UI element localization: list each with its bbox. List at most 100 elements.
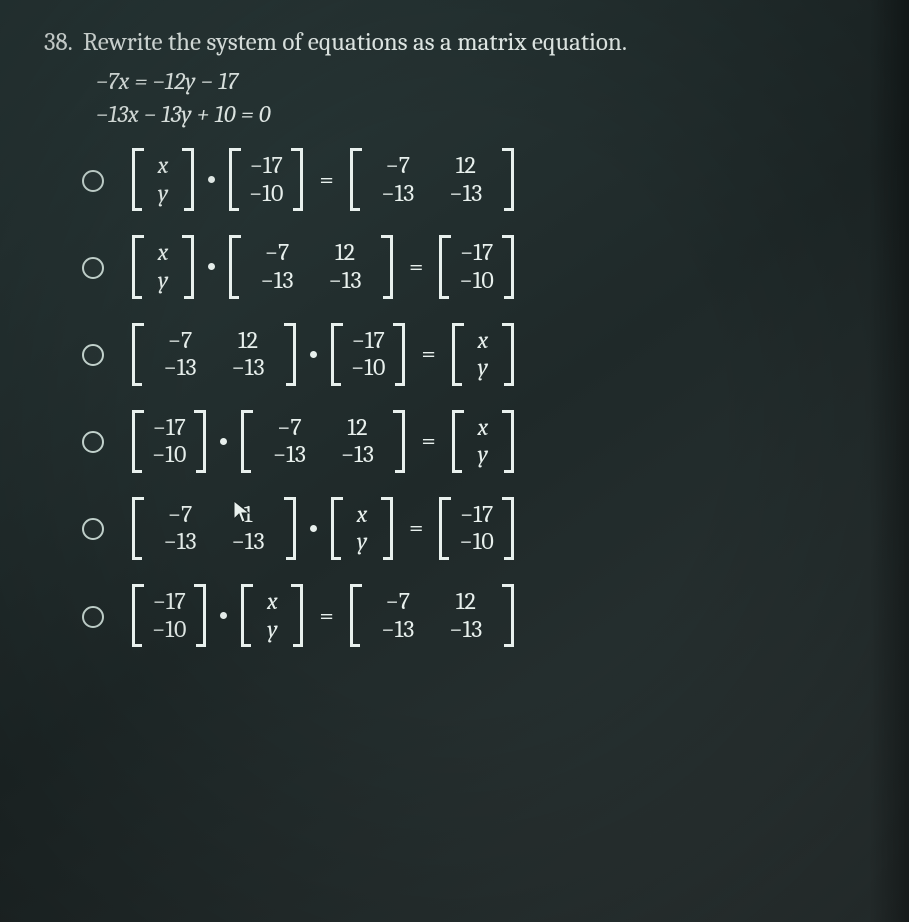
option-2[interactable]: xy−712−13−13=−17−10 <box>82 235 881 298</box>
matrix-cell: x <box>345 501 379 529</box>
matrix-body: −17−10 <box>144 410 194 473</box>
matrix-body: −712−13−13 <box>362 148 502 211</box>
option-5[interactable]: −71−13−13 xy = −17−10 <box>82 497 881 560</box>
matrix-cell: x <box>466 327 500 355</box>
matrix-row: −17 <box>453 239 499 267</box>
var-matrix: xy <box>132 235 194 298</box>
matrix-row: x <box>345 501 379 529</box>
bracket-right <box>393 410 405 473</box>
question-prompt: Rewrite the system of equations as a mat… <box>83 26 627 60</box>
const-matrix: −17−10 <box>439 497 513 560</box>
matrix-row: −17 <box>243 152 289 180</box>
bracket-right <box>502 323 514 386</box>
matrix-row: x <box>146 152 180 180</box>
matrix-cell: −7 <box>364 152 432 180</box>
option-3[interactable]: −712−13−13−17−10=xy <box>82 323 881 386</box>
bracket-right <box>502 497 514 560</box>
matrix-row: y <box>146 267 180 295</box>
bracket-left <box>439 497 451 560</box>
matrix-row: −10 <box>146 441 192 469</box>
bracket-left <box>132 584 144 647</box>
dot-operator <box>220 612 227 619</box>
matrix-cell: −13 <box>146 528 214 556</box>
equals-sign: = <box>409 513 423 543</box>
matrix-cell: −10 <box>453 267 499 295</box>
matrix-body: xy <box>144 148 182 211</box>
option-expression: −17−10−712−13−13=xy <box>132 410 514 473</box>
dot-operator <box>310 351 317 358</box>
bracket-right <box>194 410 206 473</box>
coeff-matrix: −712−13−13 <box>350 148 514 211</box>
matrix-row: x <box>255 588 289 616</box>
radio-button[interactable] <box>82 518 104 540</box>
matrix-row: −13−13 <box>255 441 391 469</box>
matrix-cell: −10 <box>243 180 289 208</box>
question-number: 38. <box>44 26 73 60</box>
coeff-matrix: −71−13−13 <box>132 497 296 560</box>
bracket-left <box>241 410 253 473</box>
matrix-cell: −10 <box>453 528 499 556</box>
matrix-body: xy <box>464 410 502 473</box>
dot-operator <box>220 438 227 445</box>
bracket-left <box>350 584 362 647</box>
matrix-body: xy <box>464 323 502 386</box>
bracket-right <box>291 584 303 647</box>
bracket-right <box>393 323 405 386</box>
matrix-body: xy <box>253 584 291 647</box>
equals-sign: = <box>319 165 333 195</box>
option-4[interactable]: −17−10−712−13−13=xy <box>82 410 881 473</box>
bracket-right <box>502 148 514 211</box>
const-matrix: −17−10 <box>132 584 206 647</box>
const-matrix: −17−10 <box>229 148 303 211</box>
option-1[interactable]: xy −17−10 = −712−13−13 <box>82 148 881 211</box>
matrix-row: −13−13 <box>364 616 500 644</box>
matrix-cell: −7 <box>146 327 214 355</box>
option-6[interactable]: −17−10xy=−712−13−13 <box>82 584 881 647</box>
matrix-body: −712−13−13 <box>144 323 284 386</box>
matrix-cell: −13 <box>311 267 379 295</box>
matrix-row: −13−13 <box>146 528 282 556</box>
matrix-body: −71−13−13 <box>144 497 284 560</box>
matrix-cell: −17 <box>244 152 289 180</box>
matrix-cell: −13 <box>214 528 282 556</box>
bracket-right <box>182 235 194 298</box>
matrix-cell: −17 <box>147 414 192 442</box>
bracket-left <box>350 148 362 211</box>
matrix-cell: −13 <box>323 441 391 469</box>
coeff-matrix: −712−13−13 <box>229 235 393 298</box>
radio-button[interactable] <box>82 344 104 366</box>
matrix-row: y <box>466 354 500 382</box>
matrix-cell: 1 <box>214 501 282 529</box>
equals-sign: = <box>421 339 435 369</box>
dot-operator <box>310 525 317 532</box>
matrix-cell: x <box>255 588 289 616</box>
matrix-row: −17 <box>146 588 192 616</box>
var-matrix: xy <box>331 497 393 560</box>
option-expression: xy −17−10 = −712−13−13 <box>132 148 514 211</box>
dot-operator <box>208 176 215 183</box>
option-expression: −712−13−13−17−10=xy <box>132 323 514 386</box>
matrix-row: −13−13 <box>243 267 379 295</box>
matrix-cell: y <box>255 616 289 644</box>
bracket-right <box>502 235 514 298</box>
var-matrix: xy <box>452 410 514 473</box>
radio-button[interactable] <box>82 170 104 192</box>
option-expression: xy−712−13−13=−17−10 <box>132 235 514 298</box>
coeff-matrix: −712−13−13 <box>350 584 514 647</box>
radio-button[interactable] <box>82 431 104 453</box>
option-expression: −71−13−13 xy = −17−10 <box>132 497 514 560</box>
matrix-row: y <box>146 180 180 208</box>
bracket-right <box>502 410 514 473</box>
matrix-cell: −7 <box>364 588 432 616</box>
radio-button[interactable] <box>82 257 104 279</box>
option-expression: −17−10xy=−712−13−13 <box>132 584 514 647</box>
equation-2: −13x − 13y + 10 = 0 <box>96 99 881 130</box>
bracket-right <box>194 584 206 647</box>
dot-operator <box>208 263 215 270</box>
coeff-matrix: −712−13−13 <box>132 323 296 386</box>
matrix-cell: −13 <box>255 441 323 469</box>
matrix-cell: 12 <box>214 327 282 355</box>
radio-button[interactable] <box>82 606 104 628</box>
matrix-row: −17 <box>345 327 391 355</box>
matrix-cell: −7 <box>146 501 214 529</box>
